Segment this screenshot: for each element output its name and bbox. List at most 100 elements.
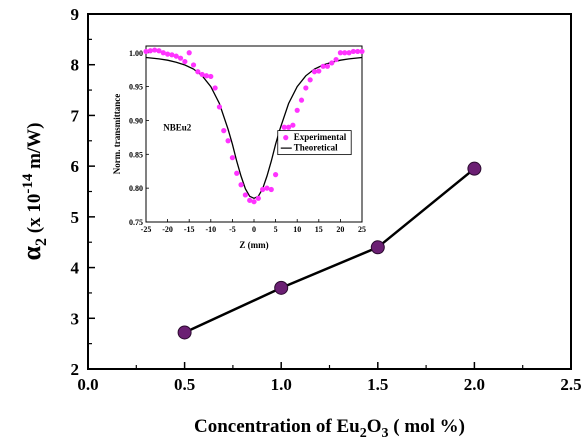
inset-experimental-point	[281, 124, 287, 130]
inset-experimental-point	[242, 192, 248, 198]
inset-experimental-point	[337, 50, 343, 56]
inset-experimental-point	[229, 155, 235, 161]
inset-x-tick-label: -10	[205, 225, 216, 234]
inset-y-tick-label: 0.95	[129, 83, 143, 92]
x-axis-title: Concentration of Eu2O3 ( mol %)	[194, 416, 465, 441]
inset-experimental-point	[177, 55, 184, 61]
y-axis-title-pre: (x 10	[24, 194, 45, 238]
x-axis-title-post: ( mol %)	[389, 416, 466, 437]
inset-experimental-point	[152, 47, 158, 53]
main-data-point	[274, 280, 289, 295]
inset-experimental-point	[342, 50, 348, 56]
inset-experimental-point	[355, 48, 361, 55]
main-data-point	[177, 325, 192, 340]
y-axis-title-post: m/W)	[24, 122, 45, 173]
inset-experimental-point	[311, 69, 318, 75]
inset-experimental-point	[216, 104, 223, 110]
main-series-points	[177, 161, 482, 340]
inset-x-tick-label: 25	[358, 225, 366, 234]
inset-experimental-point	[273, 172, 279, 178]
inset-experimental-point	[199, 71, 205, 78]
inset-experimental-point	[303, 85, 309, 91]
inset-x-tick-label: -20	[162, 225, 173, 234]
main-y-tick-label: 7	[71, 106, 80, 125]
inset-y-tick-label: 0.75	[129, 218, 143, 227]
inset-x-tick-label: -25	[141, 225, 152, 234]
inset-theoretical-curve	[145, 56, 363, 200]
inset-experimental-point	[298, 97, 305, 103]
y-axis-title-sub: 2	[33, 238, 50, 246]
main-y-tick-label: 5	[71, 208, 80, 227]
inset-experimental-point	[156, 48, 162, 54]
legend-experimental-marker	[283, 135, 289, 141]
inset-experimental-point	[247, 197, 253, 203]
inset-x-tick-label: -5	[229, 225, 236, 234]
main-x-tick-label: 1.0	[271, 375, 292, 394]
inset-experimental-point	[333, 56, 339, 63]
inset-legend: Experimental Theoretical	[277, 130, 352, 156]
inset-x-ticks: -25 -20 -15 -10 -5 0 5 10 15 20 25	[141, 219, 366, 234]
main-x-tick-label: 1.5	[367, 375, 388, 394]
legend-experimental-label: Experimental	[294, 132, 347, 142]
inset-experimental-point	[346, 50, 352, 56]
main-y-tick-label: 3	[71, 309, 80, 328]
inset-x-tick-label: 15	[315, 225, 323, 234]
inset-experimental-point	[268, 186, 274, 193]
y-axis-title-sup: -14	[20, 173, 36, 193]
inset-experimental-point	[160, 50, 166, 56]
inset-experimental-point	[221, 128, 227, 134]
inset-experimental-point	[195, 69, 201, 75]
main-x-tick-label: 0.0	[77, 375, 98, 394]
inset-plot: -25 -20 -15 -10 -5 0 5 10 15 20 25 0.75 0.80 0.85 0.9…	[112, 45, 366, 250]
inset-experimental-point	[285, 124, 292, 130]
inset-experimental-point	[255, 195, 261, 201]
inset-experimental-point	[264, 185, 270, 191]
inset-experimental-point	[169, 52, 175, 58]
inset-y-tick-label: 0.90	[129, 116, 143, 125]
legend-box	[277, 130, 352, 156]
inset-experimental-point	[165, 51, 171, 57]
x-axis-title-mid: O	[367, 416, 382, 437]
inset-experimental-point	[251, 199, 257, 205]
inset-experimental-point	[294, 107, 300, 113]
inset-sample-label: NBEu2	[163, 123, 192, 133]
main-y-tick-label: 6	[71, 157, 80, 176]
inset-x-axis-title: Z (mm)	[239, 240, 268, 250]
main-series-line	[184, 167, 476, 334]
inset-experimental-point	[359, 48, 365, 55]
main-x-tick-label: 0.5	[174, 375, 195, 394]
main-y-tick-label: 8	[71, 56, 80, 75]
inset-x-tick-label: 10	[293, 225, 301, 234]
main-data-point	[467, 161, 482, 176]
inset-experimental-point	[225, 138, 231, 144]
inset-experimental-point	[320, 63, 326, 69]
main-x-tick-label: 2.0	[464, 375, 485, 394]
x-axis-title-sub2: 3	[382, 426, 389, 441]
inset-y-axis-title: Norm. transmittance	[112, 94, 122, 174]
inset-y-tick-label: 0.80	[129, 184, 143, 193]
inset-x-tick-label: 5	[274, 225, 278, 234]
inset-experimental-point	[182, 58, 188, 65]
inset-experimental-point	[350, 48, 356, 55]
inset-experimental-point	[143, 48, 149, 55]
main-y-tick-label: 4	[71, 259, 80, 278]
inset-experimental-points	[143, 47, 365, 205]
inset-y-tick-label: 0.85	[129, 150, 143, 159]
inset-experimental-point	[324, 63, 331, 69]
main-x-ticks: 0.0 0.5 1.0 1.5 2.0 2.5	[77, 362, 582, 394]
inset-experimental-point	[234, 170, 240, 176]
inset-experimental-point	[238, 182, 244, 188]
inset-experimental-point	[290, 122, 296, 128]
inset-experimental-point	[307, 77, 313, 83]
legend-theoretical-label: Theoretical	[294, 143, 338, 153]
inset-x-tick-label: 0	[252, 225, 256, 234]
inset-experimental-point	[203, 73, 210, 79]
main-data-point	[370, 240, 385, 255]
main-y-tick-label: 2	[71, 360, 80, 379]
inset-experimental-point	[212, 85, 218, 91]
inset-experimental-point	[208, 73, 214, 80]
inset-x-tick-label: 20	[336, 225, 344, 234]
x-axis-title-pre: Concentration of Eu	[194, 416, 360, 437]
